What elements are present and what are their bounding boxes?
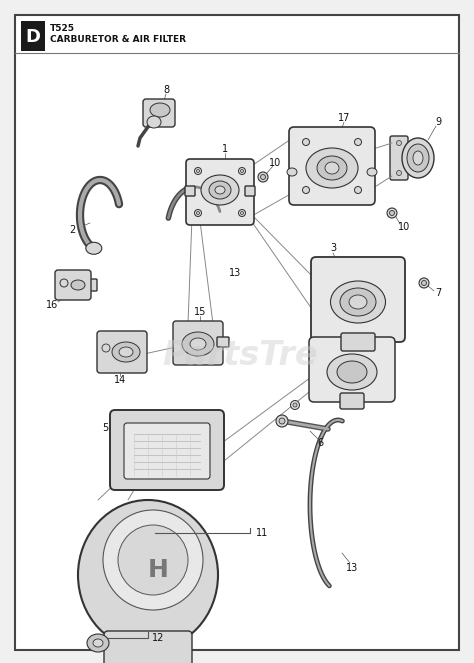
Ellipse shape xyxy=(103,510,203,610)
Ellipse shape xyxy=(330,281,385,323)
Text: 2: 2 xyxy=(69,225,75,235)
Ellipse shape xyxy=(197,211,200,215)
Text: 1: 1 xyxy=(222,144,228,154)
Ellipse shape xyxy=(349,295,367,309)
FancyBboxPatch shape xyxy=(124,423,210,479)
Ellipse shape xyxy=(276,415,288,427)
FancyBboxPatch shape xyxy=(104,631,192,663)
Ellipse shape xyxy=(71,280,85,290)
Ellipse shape xyxy=(287,168,297,176)
Ellipse shape xyxy=(182,332,214,356)
Ellipse shape xyxy=(194,168,201,174)
Ellipse shape xyxy=(78,500,218,650)
Ellipse shape xyxy=(302,186,310,194)
Ellipse shape xyxy=(87,634,109,652)
Text: CARBURETOR & AIR FILTER: CARBURETOR & AIR FILTER xyxy=(50,34,186,44)
FancyBboxPatch shape xyxy=(186,159,254,225)
Ellipse shape xyxy=(102,344,110,352)
Ellipse shape xyxy=(118,525,188,595)
Ellipse shape xyxy=(355,186,362,194)
Bar xyxy=(21,21,45,51)
Ellipse shape xyxy=(112,342,140,362)
FancyBboxPatch shape xyxy=(289,127,375,205)
Text: 7: 7 xyxy=(435,288,441,298)
Ellipse shape xyxy=(355,139,362,145)
Text: H: H xyxy=(147,558,168,582)
Ellipse shape xyxy=(402,138,434,178)
Ellipse shape xyxy=(93,639,103,647)
Ellipse shape xyxy=(396,170,401,176)
Text: D: D xyxy=(26,28,40,46)
FancyBboxPatch shape xyxy=(390,136,408,180)
Text: 8: 8 xyxy=(163,85,169,95)
Ellipse shape xyxy=(421,280,427,286)
FancyBboxPatch shape xyxy=(110,410,224,490)
Ellipse shape xyxy=(119,347,133,357)
Ellipse shape xyxy=(261,174,265,180)
Text: 3: 3 xyxy=(330,243,336,253)
FancyBboxPatch shape xyxy=(340,393,364,409)
Text: 11: 11 xyxy=(256,528,268,538)
Ellipse shape xyxy=(240,211,244,215)
Ellipse shape xyxy=(86,242,102,255)
Ellipse shape xyxy=(147,116,161,128)
Ellipse shape xyxy=(197,170,200,172)
Text: PartsTre: PartsTre xyxy=(162,339,318,371)
Ellipse shape xyxy=(60,279,68,287)
Ellipse shape xyxy=(407,144,429,172)
Ellipse shape xyxy=(419,278,429,288)
Ellipse shape xyxy=(367,168,377,176)
Ellipse shape xyxy=(279,418,285,424)
Text: 10: 10 xyxy=(398,222,410,232)
FancyBboxPatch shape xyxy=(217,337,229,347)
FancyBboxPatch shape xyxy=(245,186,255,196)
FancyBboxPatch shape xyxy=(97,331,147,373)
Text: 12: 12 xyxy=(152,633,164,643)
Ellipse shape xyxy=(302,139,310,145)
FancyBboxPatch shape xyxy=(55,270,91,300)
Ellipse shape xyxy=(327,354,377,390)
Ellipse shape xyxy=(340,288,376,316)
Text: 13: 13 xyxy=(346,563,358,573)
Ellipse shape xyxy=(317,156,347,180)
Text: 6: 6 xyxy=(317,438,323,448)
Text: 5: 5 xyxy=(102,423,108,433)
Ellipse shape xyxy=(238,168,246,174)
Ellipse shape xyxy=(150,103,170,117)
Text: T525: T525 xyxy=(50,23,75,32)
Ellipse shape xyxy=(413,151,423,165)
Ellipse shape xyxy=(337,361,367,383)
FancyBboxPatch shape xyxy=(85,279,97,291)
Ellipse shape xyxy=(240,170,244,172)
FancyBboxPatch shape xyxy=(185,186,195,196)
FancyBboxPatch shape xyxy=(309,337,395,402)
Ellipse shape xyxy=(291,400,300,410)
Text: 14: 14 xyxy=(114,375,126,385)
Ellipse shape xyxy=(215,186,225,194)
Text: 13: 13 xyxy=(229,268,241,278)
Ellipse shape xyxy=(306,148,358,188)
Ellipse shape xyxy=(238,210,246,217)
FancyBboxPatch shape xyxy=(143,99,175,127)
Ellipse shape xyxy=(293,403,297,407)
Text: 17: 17 xyxy=(338,113,350,123)
Ellipse shape xyxy=(194,210,201,217)
Ellipse shape xyxy=(387,208,397,218)
Text: 9: 9 xyxy=(435,117,441,127)
Text: 16: 16 xyxy=(46,300,58,310)
FancyBboxPatch shape xyxy=(311,257,405,342)
Ellipse shape xyxy=(390,210,394,215)
Ellipse shape xyxy=(325,162,339,174)
Ellipse shape xyxy=(190,338,206,350)
FancyBboxPatch shape xyxy=(173,321,223,365)
FancyBboxPatch shape xyxy=(341,333,375,351)
Ellipse shape xyxy=(201,175,239,205)
Ellipse shape xyxy=(258,172,268,182)
Text: 10: 10 xyxy=(269,158,281,168)
Ellipse shape xyxy=(209,181,231,199)
Ellipse shape xyxy=(396,141,401,145)
Text: 15: 15 xyxy=(194,307,206,317)
